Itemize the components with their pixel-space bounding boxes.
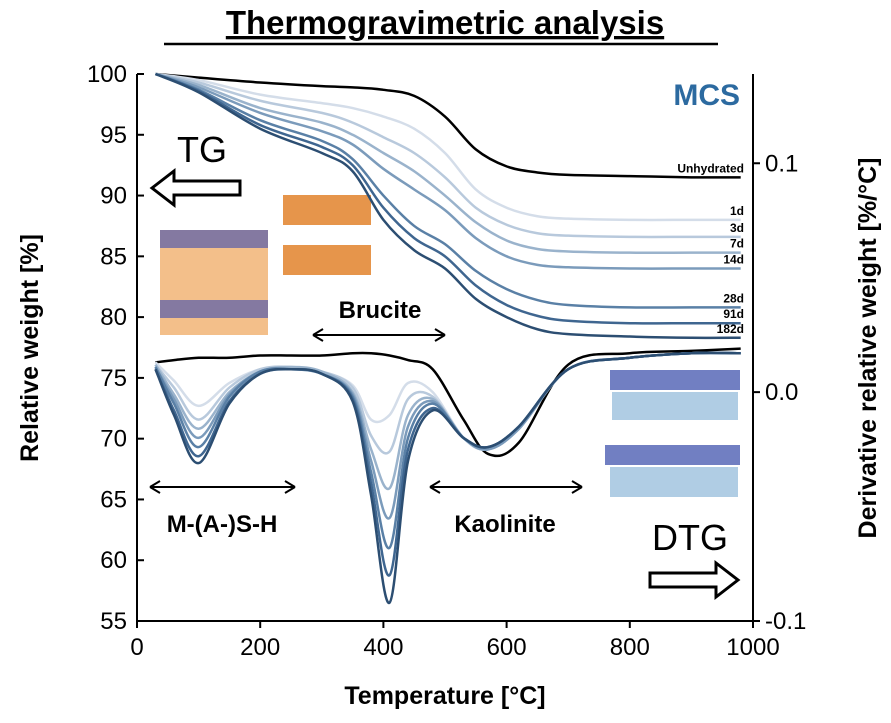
y-tick-label: 100 <box>87 61 127 88</box>
tg-line <box>155 72 741 239</box>
y2-tick-label: -0.1 <box>765 608 806 635</box>
legend-label: 1d <box>730 204 744 218</box>
x-tick-label: 200 <box>240 634 280 661</box>
tg-line <box>155 72 741 255</box>
x-tick-label: 400 <box>363 634 403 661</box>
annotation: Kaolinite <box>454 511 555 538</box>
tg-line <box>155 72 741 270</box>
legend-label: 7d <box>730 237 744 251</box>
crystal-illustrations <box>160 195 740 497</box>
tg-line <box>154 72 741 340</box>
y-tick-label: 60 <box>100 547 127 574</box>
legend-label: 28d <box>723 291 744 305</box>
tg-line <box>155 72 741 179</box>
y-tick-label: 90 <box>100 183 127 210</box>
x-tick-label: 600 <box>487 634 527 661</box>
tg-line <box>155 72 741 309</box>
annotation: DTG <box>652 517 728 558</box>
x-tick-label: 800 <box>610 634 650 661</box>
annotation: MCS <box>673 79 740 112</box>
dtg-line <box>154 351 741 604</box>
tg-line <box>155 72 741 222</box>
y2-tick-label: 0.0 <box>765 379 798 406</box>
y-tick-label: 85 <box>100 243 127 270</box>
chart-title: Thermogravimetric analysis <box>226 4 664 41</box>
y2-axis-label: Derivative relative weight [%/°C] <box>854 158 882 539</box>
legend-label: 3d <box>730 221 744 235</box>
dtg-line <box>155 347 741 458</box>
tg-line <box>155 72 741 325</box>
y-axis-label: Relative weight [%] <box>16 234 44 462</box>
annotation: Brucite <box>339 297 422 324</box>
legend-label: 182d <box>717 322 744 336</box>
x-tick-label: 0 <box>130 634 143 661</box>
y-tick-label: 75 <box>100 365 127 392</box>
legend-label: 14d <box>723 252 744 266</box>
y-tick-label: 55 <box>100 608 127 635</box>
legend-label: Unhydrated <box>677 161 744 175</box>
annotation: M-(A-)S-H <box>167 511 278 538</box>
y-tick-label: 70 <box>100 426 127 453</box>
x-axis-label: Temperature [°C] <box>344 682 545 710</box>
y-tick-label: 65 <box>100 486 127 513</box>
arrows <box>149 167 741 601</box>
y2-tick-label: 0.1 <box>765 150 798 177</box>
y-tick-label: 95 <box>100 122 127 149</box>
annotation: TG <box>177 129 227 170</box>
y-tick-label: 80 <box>100 304 127 331</box>
legend-label: 91d <box>723 307 744 321</box>
x-tick-label: 1000 <box>726 634 779 661</box>
